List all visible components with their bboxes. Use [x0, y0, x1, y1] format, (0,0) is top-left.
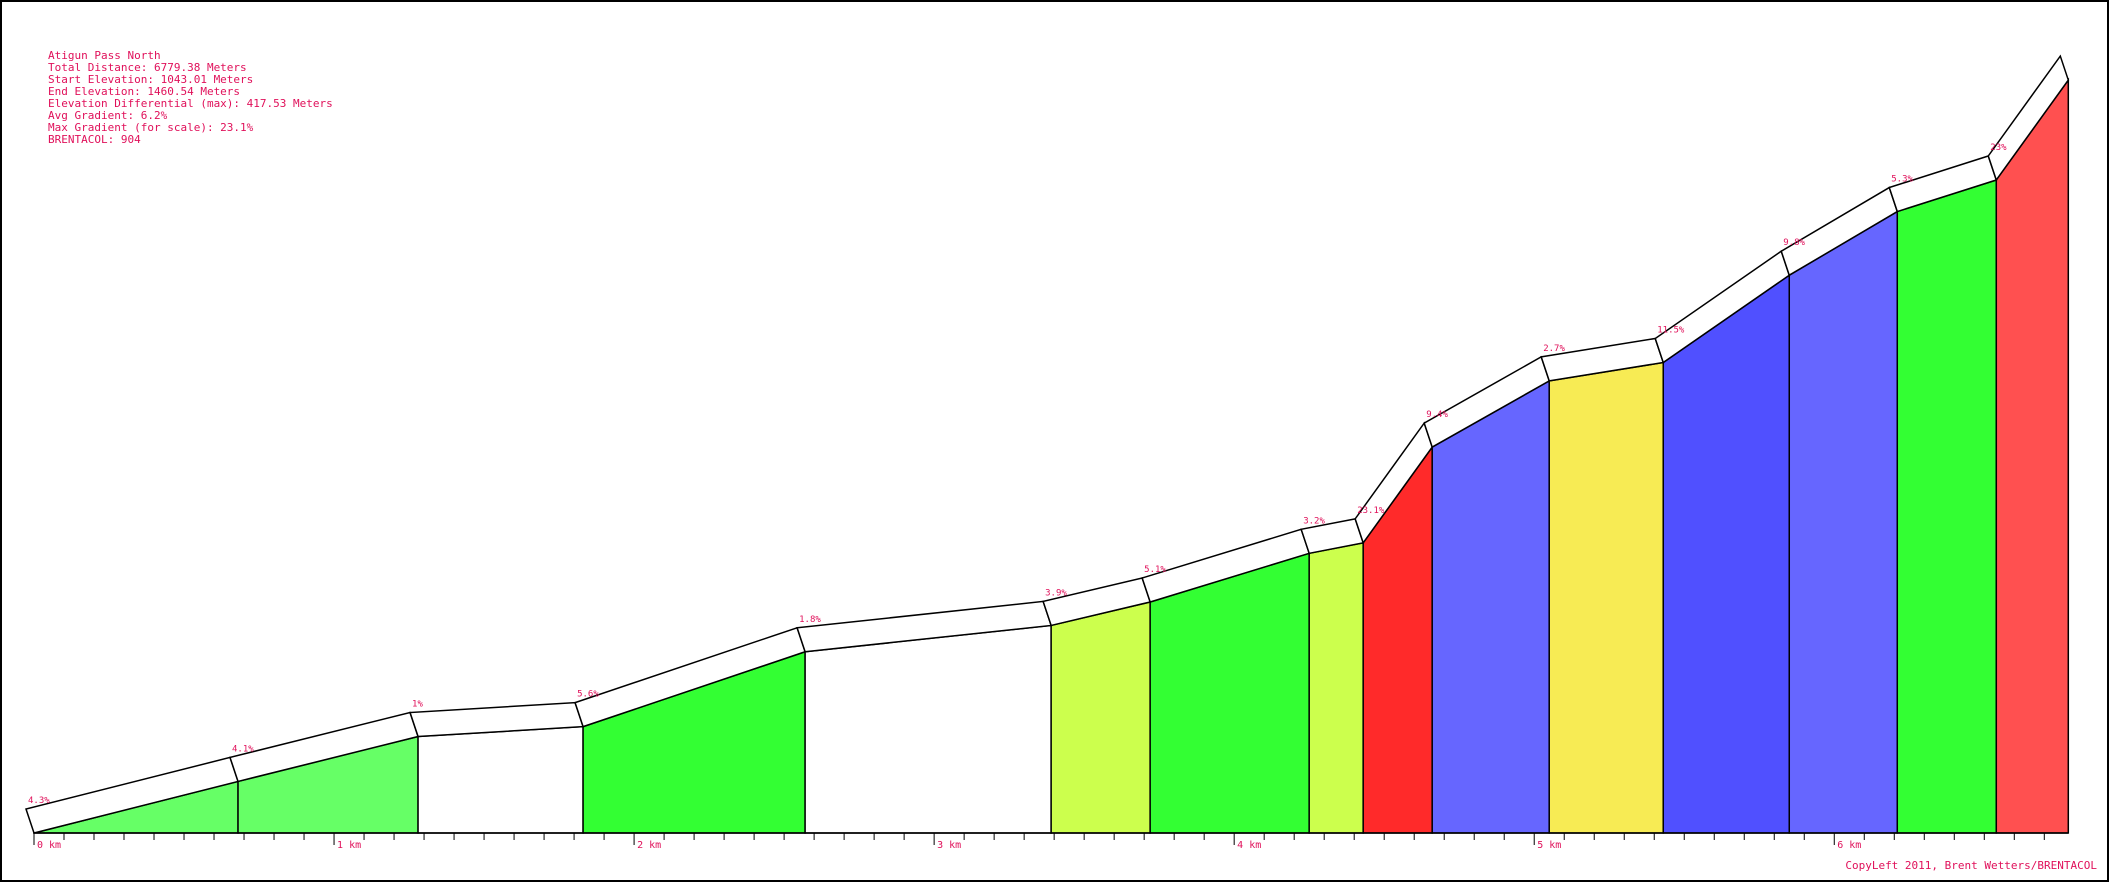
gradient-label: 3.9%	[1045, 588, 1067, 598]
segment-area	[1308, 541, 1364, 834]
segment-area	[1548, 361, 1664, 834]
gradient-label: 23.1%	[1357, 506, 1385, 516]
road-layer	[25, 54, 2070, 834]
gradient-label: 1.8%	[799, 615, 821, 625]
gradient-label: 23%	[1990, 143, 2007, 153]
gradient-label: 3.2%	[1303, 516, 1325, 526]
x-tick-label: 5 km	[1537, 840, 1561, 851]
gradient-label: 9.4%	[1426, 410, 1448, 420]
segment-road	[1987, 54, 2070, 182]
info-line-elevation-diff: Elevation Differential (max): 417.53 Met…	[48, 97, 333, 110]
gradient-label: 4.1%	[232, 744, 254, 754]
x-tick-label: 1 km	[337, 840, 361, 851]
segment-area	[1431, 379, 1550, 834]
info-line-distance: Total Distance: 6779.38 Meters	[48, 61, 247, 74]
info-title: Atigun Pass North	[48, 49, 161, 62]
segments-layer	[33, 77, 2070, 834]
segment-area	[1788, 210, 1899, 834]
gradient-label: 2.7%	[1543, 344, 1565, 354]
segment-area	[1995, 77, 2070, 834]
x-axis: 0 km 1 km 2 km 3 km 4 km 5 km 6 km	[33, 832, 2068, 851]
copyleft-notice: CopyLeft 2011, Brent Wetters/BRENTACOL	[1845, 859, 2097, 872]
gradient-label: 1%	[412, 700, 423, 710]
info-line-brentacol: BRENTACOL: 904	[48, 133, 141, 146]
segment-area	[1896, 178, 1998, 834]
x-tick-label: 3 km	[937, 840, 961, 851]
x-tick-label: 4 km	[1237, 840, 1261, 851]
info-line-end-elevation: End Elevation: 1460.54 Meters	[48, 85, 241, 98]
x-tick-label: 0 km	[37, 840, 61, 851]
segment-area	[1662, 273, 1791, 834]
gradient-labels: 4.3% 4.1% 1% 5.6% 1.8% 3.9% 5.1% 3.2% 23.1% 9.4% 2…	[28, 143, 2007, 806]
info-line-avg-gradient: Avg Gradient: 6.2%	[48, 109, 168, 122]
segment-area	[804, 624, 1052, 834]
gradient-label: 5.6%	[577, 690, 599, 700]
info-line-max-gradient: Max Gradient (for scale): 23.1%	[48, 121, 254, 134]
gradient-label: 9.8%	[1783, 238, 1805, 248]
gradient-label: 5.1%	[1144, 565, 1166, 575]
segment-area	[1050, 601, 1151, 834]
x-tick-label: 2 km	[637, 840, 661, 851]
segment-area	[417, 725, 584, 834]
x-tick-label: 6 km	[1837, 840, 1861, 851]
info-line-start-elevation: Start Elevation: 1043.01 Meters	[48, 73, 254, 86]
gradient-label: 4.3%	[28, 796, 50, 806]
gradient-label: 5.3%	[1891, 175, 1913, 185]
gradient-label: 11.5%	[1657, 325, 1685, 335]
info-block: Atigun Pass North Total Distance: 6779.38…	[48, 50, 333, 146]
